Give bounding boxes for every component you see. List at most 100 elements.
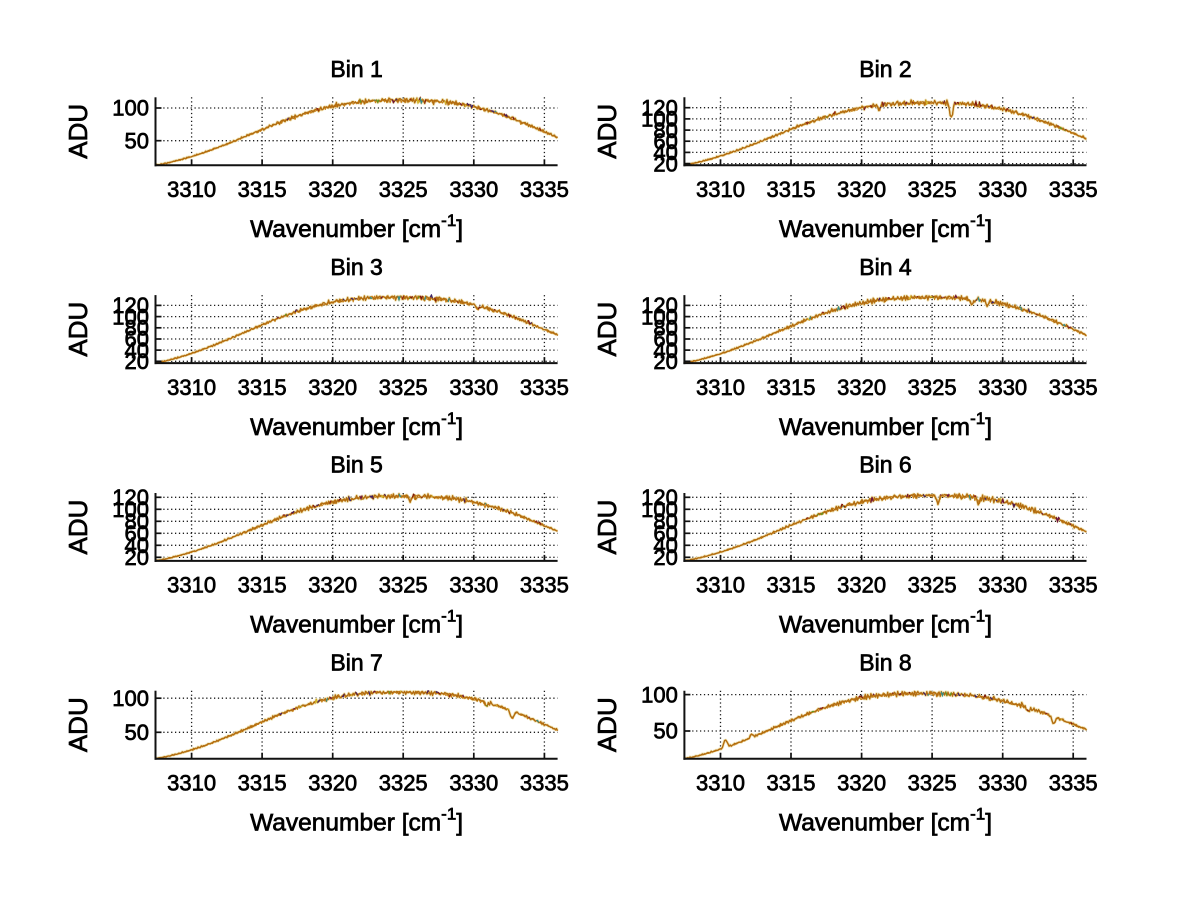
svg-text:3325: 3325 (908, 771, 957, 796)
svg-text:3335: 3335 (520, 573, 569, 598)
svg-text:3335: 3335 (520, 177, 569, 202)
svg-text:ADU: ADU (63, 302, 93, 357)
svg-text:3335: 3335 (1049, 573, 1098, 598)
svg-text:ADU: ADU (592, 500, 622, 555)
svg-text:3315: 3315 (238, 771, 287, 796)
svg-text:120: 120 (112, 293, 149, 318)
svg-text:3330: 3330 (978, 177, 1027, 202)
svg-text:Bin 4: Bin 4 (859, 254, 912, 280)
svg-text:3325: 3325 (908, 177, 957, 202)
svg-text:3330: 3330 (449, 771, 498, 796)
svg-text:Bin 8: Bin 8 (859, 649, 911, 675)
svg-text:Wavenumber [cm-1]: Wavenumber [cm-1] (250, 409, 463, 441)
svg-text:120: 120 (641, 293, 678, 318)
svg-text:40: 40 (125, 338, 149, 363)
svg-text:3315: 3315 (767, 177, 816, 202)
svg-text:Wavenumber [cm-1]: Wavenumber [cm-1] (779, 804, 992, 836)
svg-text:120: 120 (641, 485, 678, 510)
svg-text:3325: 3325 (379, 771, 428, 796)
svg-text:3335: 3335 (520, 375, 569, 400)
svg-text:3310: 3310 (696, 177, 745, 202)
svg-text:3315: 3315 (238, 177, 287, 202)
svg-text:ADU: ADU (592, 697, 622, 752)
svg-text:3310: 3310 (167, 375, 216, 400)
svg-text:3325: 3325 (379, 375, 428, 400)
svg-text:Bin 2: Bin 2 (859, 56, 911, 82)
svg-text:3320: 3320 (308, 177, 357, 202)
svg-text:Wavenumber [cm-1]: Wavenumber [cm-1] (250, 804, 463, 836)
svg-text:80: 80 (125, 509, 149, 534)
svg-text:3325: 3325 (379, 573, 428, 598)
svg-text:60: 60 (125, 327, 149, 352)
svg-text:3320: 3320 (308, 771, 357, 796)
svg-text:3325: 3325 (908, 573, 957, 598)
svg-text:3310: 3310 (167, 771, 216, 796)
svg-text:3320: 3320 (837, 177, 886, 202)
svg-text:20: 20 (125, 545, 149, 570)
svg-text:Bin 3: Bin 3 (330, 254, 382, 280)
svg-text:3330: 3330 (449, 375, 498, 400)
svg-text:60: 60 (653, 327, 677, 352)
svg-text:120: 120 (641, 95, 678, 120)
svg-text:50: 50 (125, 720, 149, 745)
svg-text:20: 20 (653, 545, 677, 570)
svg-text:100: 100 (641, 107, 678, 132)
svg-text:50: 50 (125, 128, 149, 153)
svg-text:100: 100 (112, 96, 149, 121)
svg-text:40: 40 (653, 140, 677, 165)
svg-text:3330: 3330 (978, 375, 1027, 400)
svg-text:ADU: ADU (63, 104, 93, 159)
svg-text:3325: 3325 (379, 177, 428, 202)
svg-text:80: 80 (653, 316, 677, 341)
svg-text:40: 40 (653, 338, 677, 363)
svg-text:Wavenumber [cm-1]: Wavenumber [cm-1] (250, 607, 463, 639)
svg-text:3320: 3320 (837, 573, 886, 598)
svg-text:3315: 3315 (767, 771, 816, 796)
svg-text:20: 20 (125, 349, 149, 374)
svg-text:60: 60 (653, 521, 677, 546)
svg-text:3335: 3335 (520, 771, 569, 796)
svg-text:3310: 3310 (696, 771, 745, 796)
svg-text:3315: 3315 (238, 573, 287, 598)
svg-text:3335: 3335 (1049, 771, 1098, 796)
svg-text:3325: 3325 (908, 375, 957, 400)
svg-text:ADU: ADU (592, 104, 622, 159)
svg-text:3330: 3330 (449, 177, 498, 202)
svg-text:Wavenumber [cm-1]: Wavenumber [cm-1] (250, 211, 463, 243)
svg-text:3320: 3320 (308, 375, 357, 400)
svg-text:3310: 3310 (167, 573, 216, 598)
svg-text:100: 100 (112, 686, 149, 711)
svg-text:3315: 3315 (238, 375, 287, 400)
svg-text:100: 100 (641, 682, 678, 707)
svg-text:3315: 3315 (767, 573, 816, 598)
svg-text:60: 60 (125, 521, 149, 546)
svg-text:3310: 3310 (167, 177, 216, 202)
svg-text:Wavenumber [cm-1]: Wavenumber [cm-1] (779, 409, 992, 441)
svg-text:80: 80 (653, 509, 677, 534)
svg-text:3310: 3310 (696, 375, 745, 400)
svg-text:3320: 3320 (308, 573, 357, 598)
svg-text:100: 100 (641, 497, 678, 522)
svg-text:Wavenumber [cm-1]: Wavenumber [cm-1] (779, 607, 992, 639)
svg-text:Bin 6: Bin 6 (859, 452, 911, 478)
svg-text:3330: 3330 (449, 573, 498, 598)
svg-text:3320: 3320 (837, 771, 886, 796)
svg-text:ADU: ADU (63, 500, 93, 555)
svg-text:100: 100 (641, 304, 678, 329)
svg-text:Bin 1: Bin 1 (330, 56, 382, 82)
svg-text:40: 40 (125, 533, 149, 558)
svg-text:Bin 5: Bin 5 (330, 452, 382, 478)
svg-text:60: 60 (653, 129, 677, 154)
svg-text:Bin 7: Bin 7 (330, 649, 382, 675)
svg-text:40: 40 (653, 533, 677, 558)
svg-text:3335: 3335 (1049, 375, 1098, 400)
svg-text:3320: 3320 (837, 375, 886, 400)
svg-text:3330: 3330 (978, 771, 1027, 796)
svg-text:80: 80 (125, 316, 149, 341)
svg-text:50: 50 (653, 719, 677, 744)
svg-text:3330: 3330 (978, 573, 1027, 598)
svg-text:120: 120 (112, 485, 149, 510)
svg-text:80: 80 (653, 118, 677, 143)
svg-text:100: 100 (112, 497, 149, 522)
svg-text:3310: 3310 (696, 573, 745, 598)
